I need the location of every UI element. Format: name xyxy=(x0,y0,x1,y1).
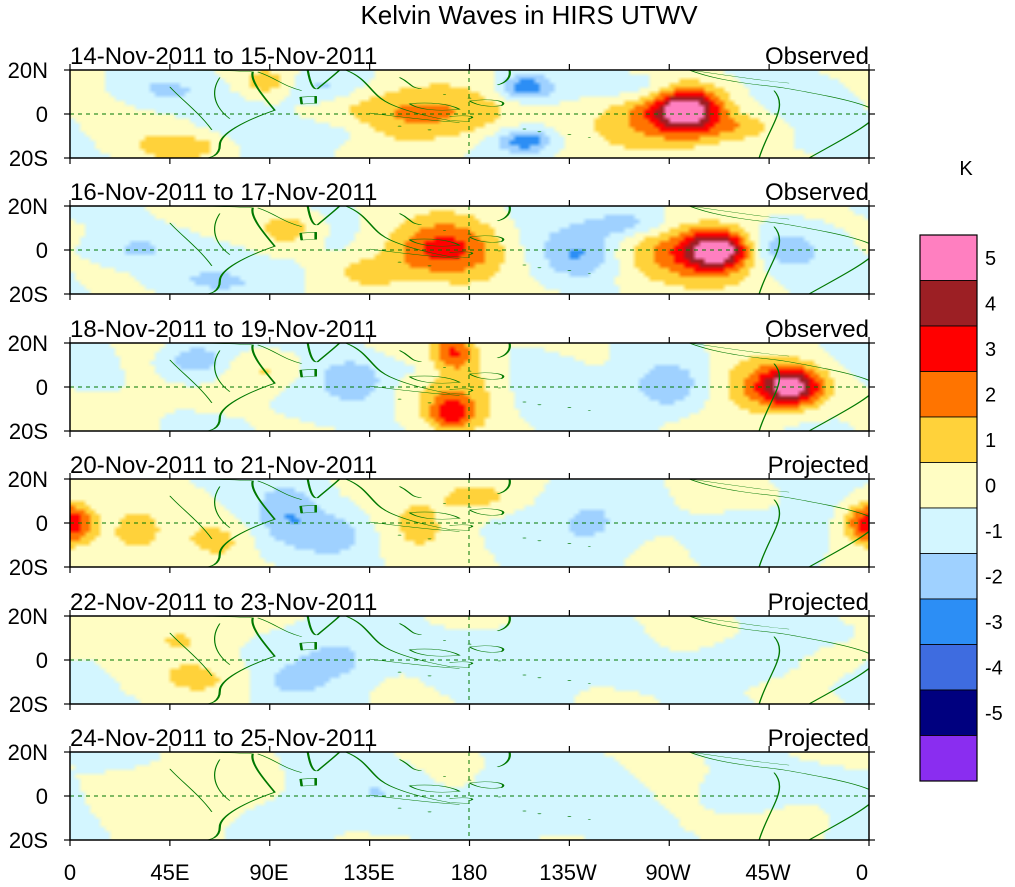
lat-label-middle: 0 xyxy=(36,784,48,809)
lon-label-2: 90E xyxy=(249,860,288,885)
lat-label-middle: 0 xyxy=(36,648,48,673)
panel-6: 24-Nov-2011 to 25-Nov-2011 Projected 20N 0 2… xyxy=(8,725,875,853)
lat-label-bottom: 20S xyxy=(9,555,48,580)
lon-label-8: 0 xyxy=(856,860,868,885)
colorbar-unit: K xyxy=(959,158,973,180)
panel-status: Observed xyxy=(765,316,869,343)
colorbar-segment xyxy=(919,735,978,782)
panel-date-range: 18-Nov-2011 to 19-Nov-2011 xyxy=(70,316,377,343)
colorbar-segment xyxy=(919,416,978,463)
colorbar-level-label: 4 xyxy=(985,293,996,315)
lat-label-bottom: 20S xyxy=(9,692,48,717)
panel-date-range: 22-Nov-2011 to 23-Nov-2011 xyxy=(70,589,377,616)
colorbar-segment xyxy=(919,462,978,509)
colorbar-segment xyxy=(919,553,978,600)
colorbar-segment xyxy=(919,507,978,554)
lat-label-bottom: 20S xyxy=(9,828,48,853)
panel-date-range: 14-Nov-2011 to 15-Nov-2011 xyxy=(70,43,377,70)
colorbar-level-label: -4 xyxy=(985,657,1003,679)
lat-label-middle: 0 xyxy=(36,375,48,400)
panels-group: 14-Nov-2011 to 15-Nov-2011 Observed20N020… xyxy=(8,43,875,853)
panel-4: 20-Nov-2011 to 21-Nov-2011 Projected 20N 0 2… xyxy=(8,452,875,580)
figure-title: Kelvin Waves in HIRS UTWV xyxy=(360,0,698,30)
colorbar-segment xyxy=(919,325,978,372)
panel-1: 14-Nov-2011 to 15-Nov-2011 Observed 20N 0 20… xyxy=(8,43,875,171)
colorbar-level-label: 0 xyxy=(985,475,996,497)
panel-status: Observed xyxy=(765,179,869,206)
lat-label-bottom: 20S xyxy=(9,282,48,307)
panel-date-range: 20-Nov-2011 to 21-Nov-2011 xyxy=(70,452,377,479)
longitude-axis: 0 45E 90E 135E 180 135W 90W 45W 0 xyxy=(64,860,868,885)
colorbar-segment xyxy=(919,371,978,418)
colorbar-level-label: -3 xyxy=(985,612,1003,634)
colorbar: K 5 4 3 2 1 0 -1 -2 -3 -4 -5 xyxy=(919,158,1003,782)
lon-label-5: 135W xyxy=(539,860,597,885)
panel-3: 18-Nov-2011 to 19-Nov-2011 Observed 20N 0 20… xyxy=(8,316,875,444)
colorbar-frame xyxy=(919,234,978,782)
lat-label-bottom: 20S xyxy=(9,419,48,444)
lat-label-bottom: 20S xyxy=(9,146,48,171)
colorbar-level-label: -5 xyxy=(985,703,1003,725)
lat-label-middle: 0 xyxy=(36,102,48,127)
colorbar-segment xyxy=(919,234,978,281)
lon-label-0: 0 xyxy=(64,860,76,885)
lat-label-top: 20N xyxy=(8,58,48,83)
colorbar-level-label: -2 xyxy=(985,566,1003,588)
lat-label-middle: 0 xyxy=(36,511,48,536)
colorbar-level-label: 5 xyxy=(985,248,996,270)
panel-status: Observed xyxy=(765,43,869,70)
lat-label-middle: 0 xyxy=(36,238,48,263)
panel-date-range: 24-Nov-2011 to 25-Nov-2011 xyxy=(70,725,377,752)
colorbar-level-label: 1 xyxy=(985,430,996,452)
colorbar-level-label: 2 xyxy=(985,384,996,406)
panel-status: Projected xyxy=(768,589,869,616)
lon-label-3: 135E xyxy=(343,860,394,885)
colorbar-segment xyxy=(919,689,978,736)
lat-label-top: 20N xyxy=(8,331,48,356)
lat-label-top: 20N xyxy=(8,467,48,492)
lon-label-1: 45E xyxy=(150,860,189,885)
panel-5: 22-Nov-2011 to 23-Nov-2011 Projected 20N 0 2… xyxy=(8,589,875,717)
lon-label-4: 180 xyxy=(451,860,488,885)
lat-label-top: 20N xyxy=(8,604,48,629)
lat-label-top: 20N xyxy=(8,740,48,765)
colorbar-segment xyxy=(919,598,978,645)
panel-2: 16-Nov-2011 to 17-Nov-2011 Observed 20N 0 20… xyxy=(8,179,875,307)
panel-status: Projected xyxy=(768,725,869,752)
colorbar-level-label: -1 xyxy=(985,521,1003,543)
panel-status: Projected xyxy=(768,452,869,479)
colorbar-segment xyxy=(919,280,978,327)
lon-label-7: 45W xyxy=(745,860,790,885)
colorbar-segment xyxy=(919,644,978,691)
panel-date-range: 16-Nov-2011 to 17-Nov-2011 xyxy=(70,179,377,206)
lat-label-top: 20N xyxy=(8,194,48,219)
colorbar-level-label: 3 xyxy=(985,339,996,361)
lon-label-6: 90W xyxy=(645,860,690,885)
